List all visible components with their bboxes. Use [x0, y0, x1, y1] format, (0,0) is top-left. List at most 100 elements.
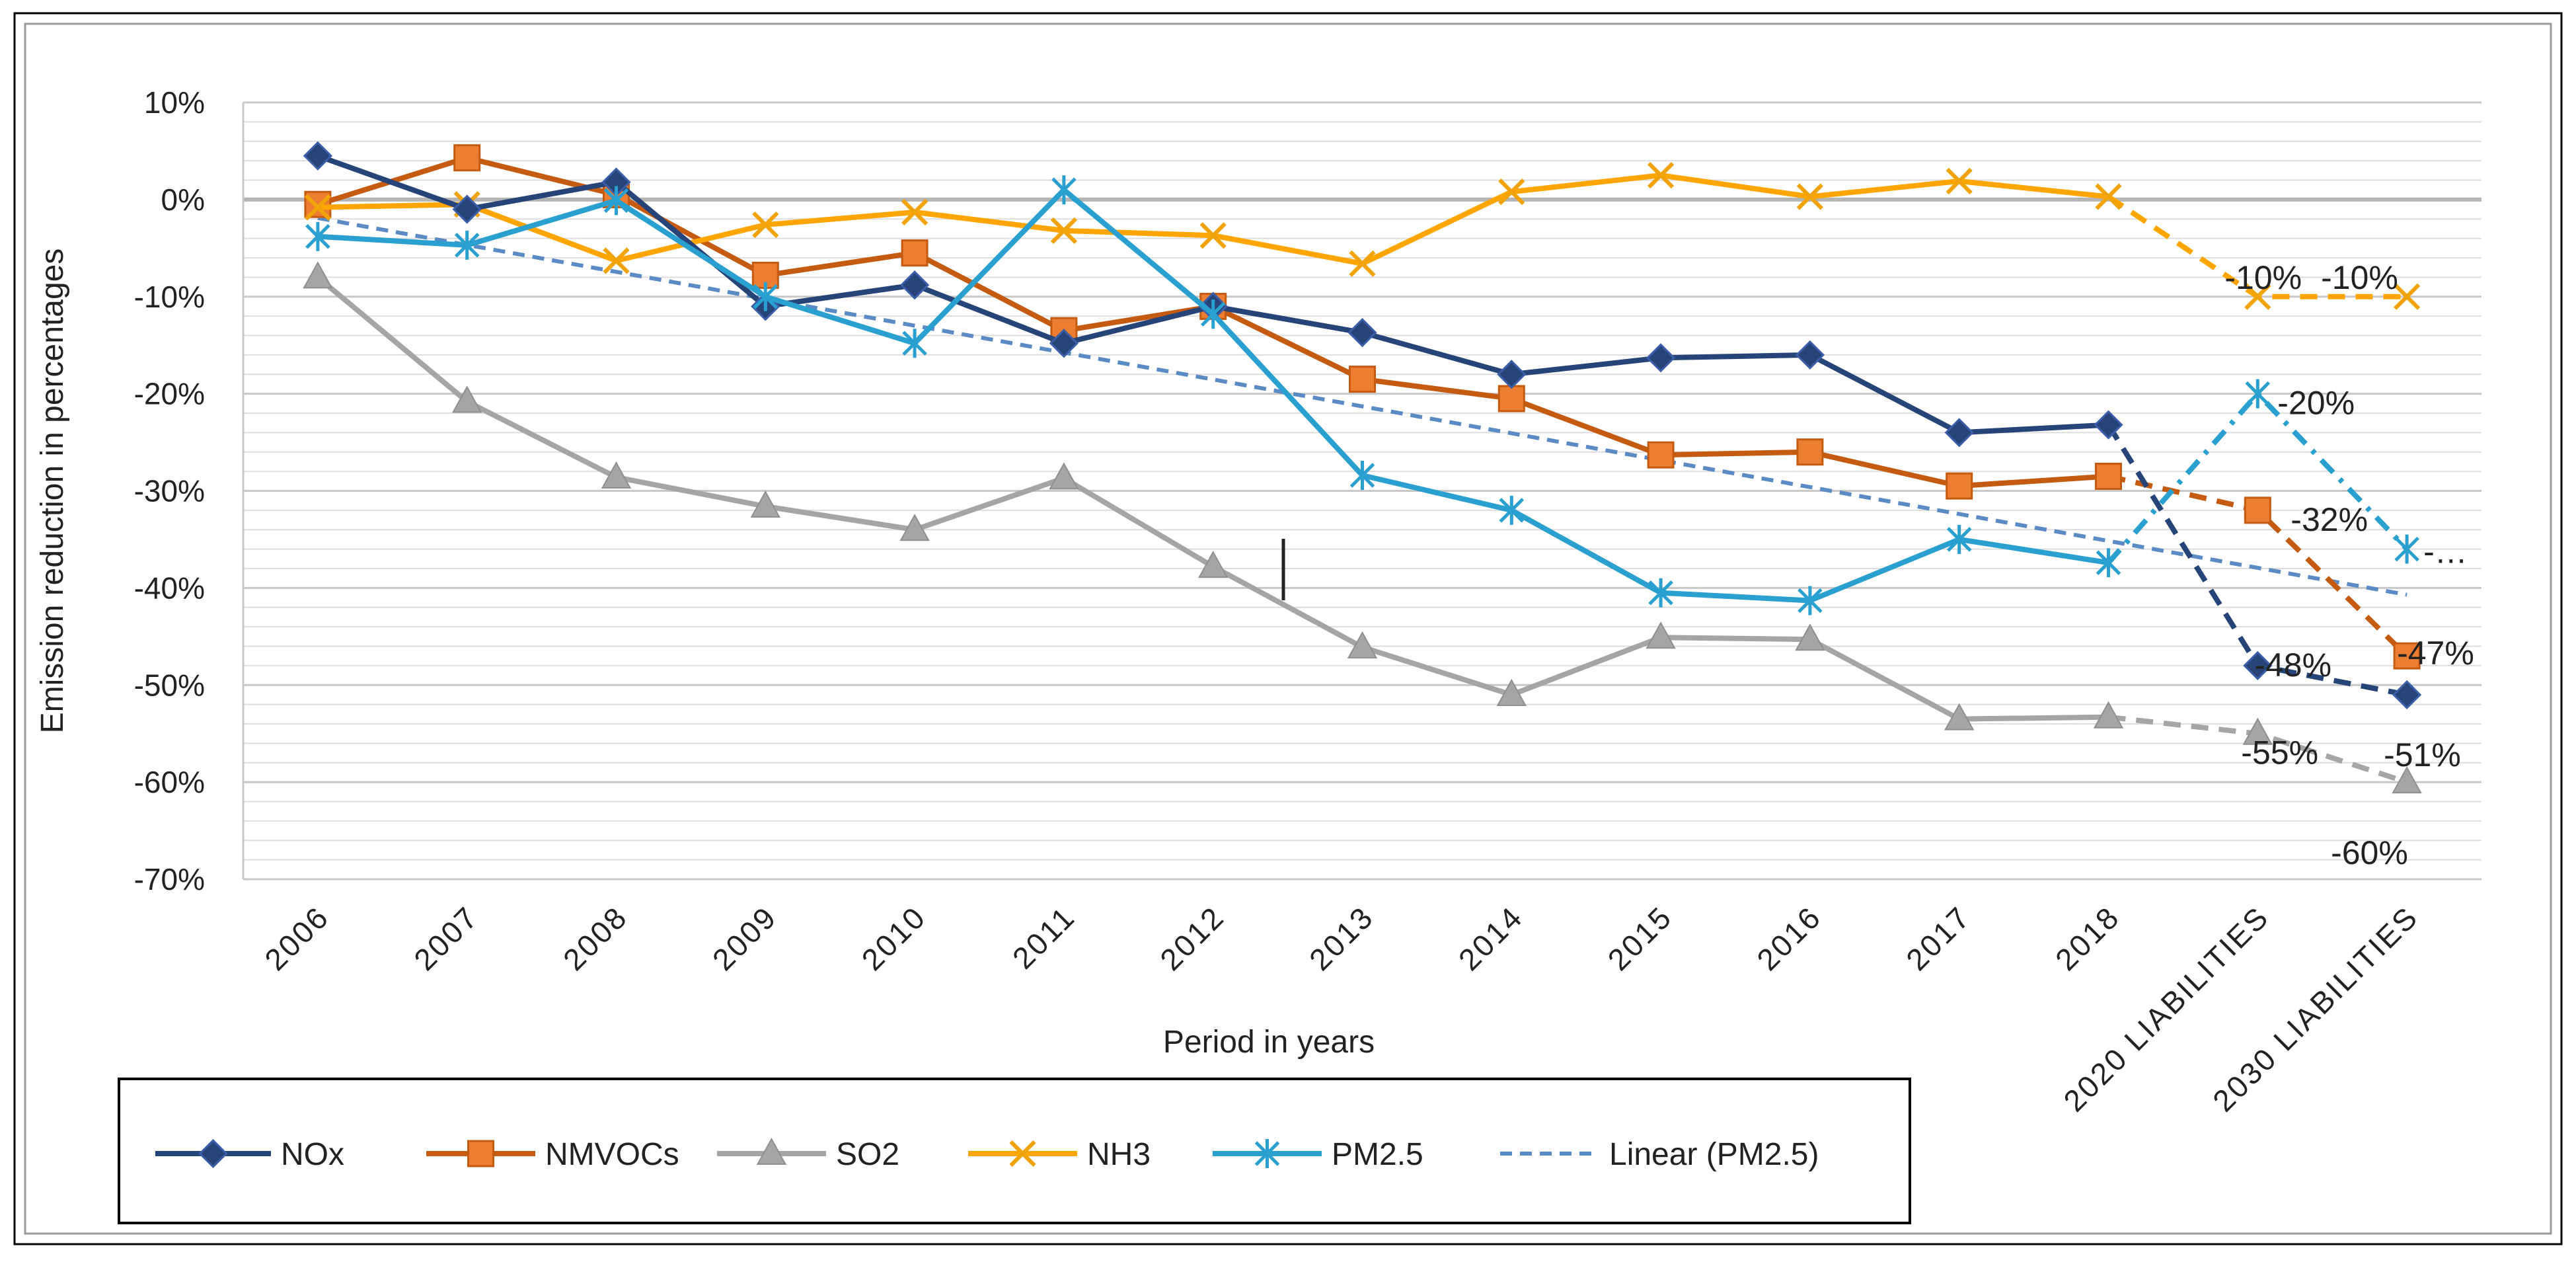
data-point-nh3 — [1946, 167, 1973, 195]
data-point-nmvocs — [1647, 441, 1675, 469]
x-marker-shape — [1647, 162, 1675, 189]
x-marker-shape — [2095, 183, 2122, 210]
data-label: -55% — [2241, 734, 2318, 771]
data-point-so2 — [601, 461, 632, 489]
chart-area-border — [24, 22, 2552, 1235]
data-label: -60% — [2331, 834, 2408, 871]
star-marker-shape — [305, 221, 330, 251]
triangle-marker-shape — [1049, 462, 1079, 490]
data-point-nox — [1944, 418, 1974, 448]
y-tick-label: -70% — [134, 862, 205, 896]
data-point-nh3 — [304, 194, 332, 221]
star-marker-shape — [1254, 1139, 1280, 1168]
legend-entry-nmvocs: NMVOCs — [426, 1137, 679, 1172]
data-label: -47% — [2397, 635, 2474, 672]
y-tick-label: 10% — [144, 85, 205, 120]
legend-label: NMVOCs — [545, 1137, 679, 1172]
data-point-nmvocs — [2244, 496, 2271, 524]
y-tick-label: -10% — [134, 280, 205, 314]
legend-marker — [1254, 1139, 1280, 1168]
data-point-nmvocs — [1796, 438, 1824, 466]
legend-label: Linear (PM2.5) — [1609, 1137, 1819, 1172]
diamond-marker-shape — [452, 194, 482, 224]
square-marker-shape — [1497, 385, 1525, 413]
data-point-nh3 — [1050, 217, 1078, 244]
x-marker-shape — [901, 198, 928, 226]
data-point-nox — [1646, 343, 1676, 373]
data-point-pm25 — [305, 221, 330, 251]
diamond-marker-shape — [1497, 360, 1527, 389]
square-marker-shape — [901, 239, 928, 267]
data-point-so2 — [2093, 701, 2124, 729]
triangle-marker-shape — [750, 490, 780, 518]
star-marker-shape — [1200, 299, 1226, 329]
data-label: -51% — [2384, 736, 2461, 773]
data-point-nh3 — [2095, 183, 2122, 210]
triangle-marker-shape — [1944, 703, 1975, 730]
data-point-so2 — [303, 261, 333, 289]
triangle-marker-shape — [601, 461, 632, 489]
y-tick-label: -40% — [134, 571, 205, 605]
data-point-nh3 — [752, 211, 779, 239]
star-marker-shape — [753, 282, 778, 311]
legend-marker — [1009, 1140, 1036, 1167]
square-marker-shape — [1796, 438, 1824, 466]
data-point-nmvocs — [2095, 462, 2122, 490]
y-tick-label: -30% — [134, 474, 205, 508]
legend-marker — [467, 1140, 494, 1167]
diamond-marker-shape — [1646, 343, 1676, 373]
x-marker-shape — [304, 194, 332, 221]
legend-label: PM2.5 — [1332, 1137, 1423, 1172]
triangle-marker-shape — [2093, 701, 2124, 729]
star-marker-shape — [1648, 578, 1673, 608]
data-point-pm25 — [1051, 175, 1077, 205]
data-point-pm25 — [2245, 379, 2271, 409]
data-label: -32% — [2291, 501, 2368, 538]
star-marker-shape — [1946, 524, 1972, 554]
diamond-marker-shape — [2392, 680, 2422, 710]
data-point-nh3 — [1199, 222, 1227, 249]
data-point-nmvocs — [1497, 385, 1525, 413]
data-point-pm25 — [454, 230, 480, 260]
data-point-so2 — [1049, 462, 1079, 490]
data-point-nox — [899, 270, 930, 300]
data-point-nmvocs — [304, 190, 332, 218]
x-marker-shape — [2393, 283, 2421, 310]
x-axis-title: Period in years — [1163, 1025, 1375, 1060]
diamond-marker-shape — [303, 141, 333, 171]
data-point-pm25 — [1798, 586, 1823, 615]
triangle-marker-shape — [1347, 631, 1378, 658]
data-point-nh3 — [1796, 183, 1824, 210]
data-point-pm25 — [1946, 524, 1972, 554]
star-marker-shape — [902, 329, 927, 358]
data-point-nox — [1795, 340, 1825, 370]
star-marker-shape — [2096, 548, 2121, 578]
data-point-nox — [2243, 651, 2273, 680]
data-point-nh3 — [2244, 283, 2271, 310]
triangle-marker-shape — [2392, 766, 2422, 794]
data-point-nox — [303, 141, 333, 171]
data-point-nox — [1049, 329, 1079, 358]
trendline-pm25 — [317, 216, 2407, 597]
data-point-nox — [1497, 360, 1527, 389]
data-point-nh3 — [2393, 283, 2421, 310]
triangle-marker-shape — [452, 385, 482, 413]
data-point-so2 — [452, 385, 482, 413]
diamond-marker-shape — [2094, 410, 2123, 440]
data-point-nmvocs — [1946, 472, 1973, 500]
star-marker-shape — [2245, 379, 2271, 409]
y-tick-labels: 10% 0% -10% -20% -30% -40% -50% -60% -70% — [134, 85, 205, 896]
data-point-so2 — [899, 514, 930, 541]
data-point-pm25 — [1200, 299, 1226, 329]
data-point-nmvocs — [1349, 366, 1376, 393]
series-pm25 — [305, 175, 2419, 615]
data-point-so2 — [750, 490, 780, 518]
star-marker-shape — [1051, 175, 1077, 205]
data-point-nox — [2094, 410, 2123, 440]
x-marker-shape — [1050, 217, 1078, 244]
y-axis-title: Emission reduction in percentages — [35, 249, 70, 734]
square-marker-shape — [1946, 472, 1973, 500]
data-point-nox — [452, 194, 482, 224]
